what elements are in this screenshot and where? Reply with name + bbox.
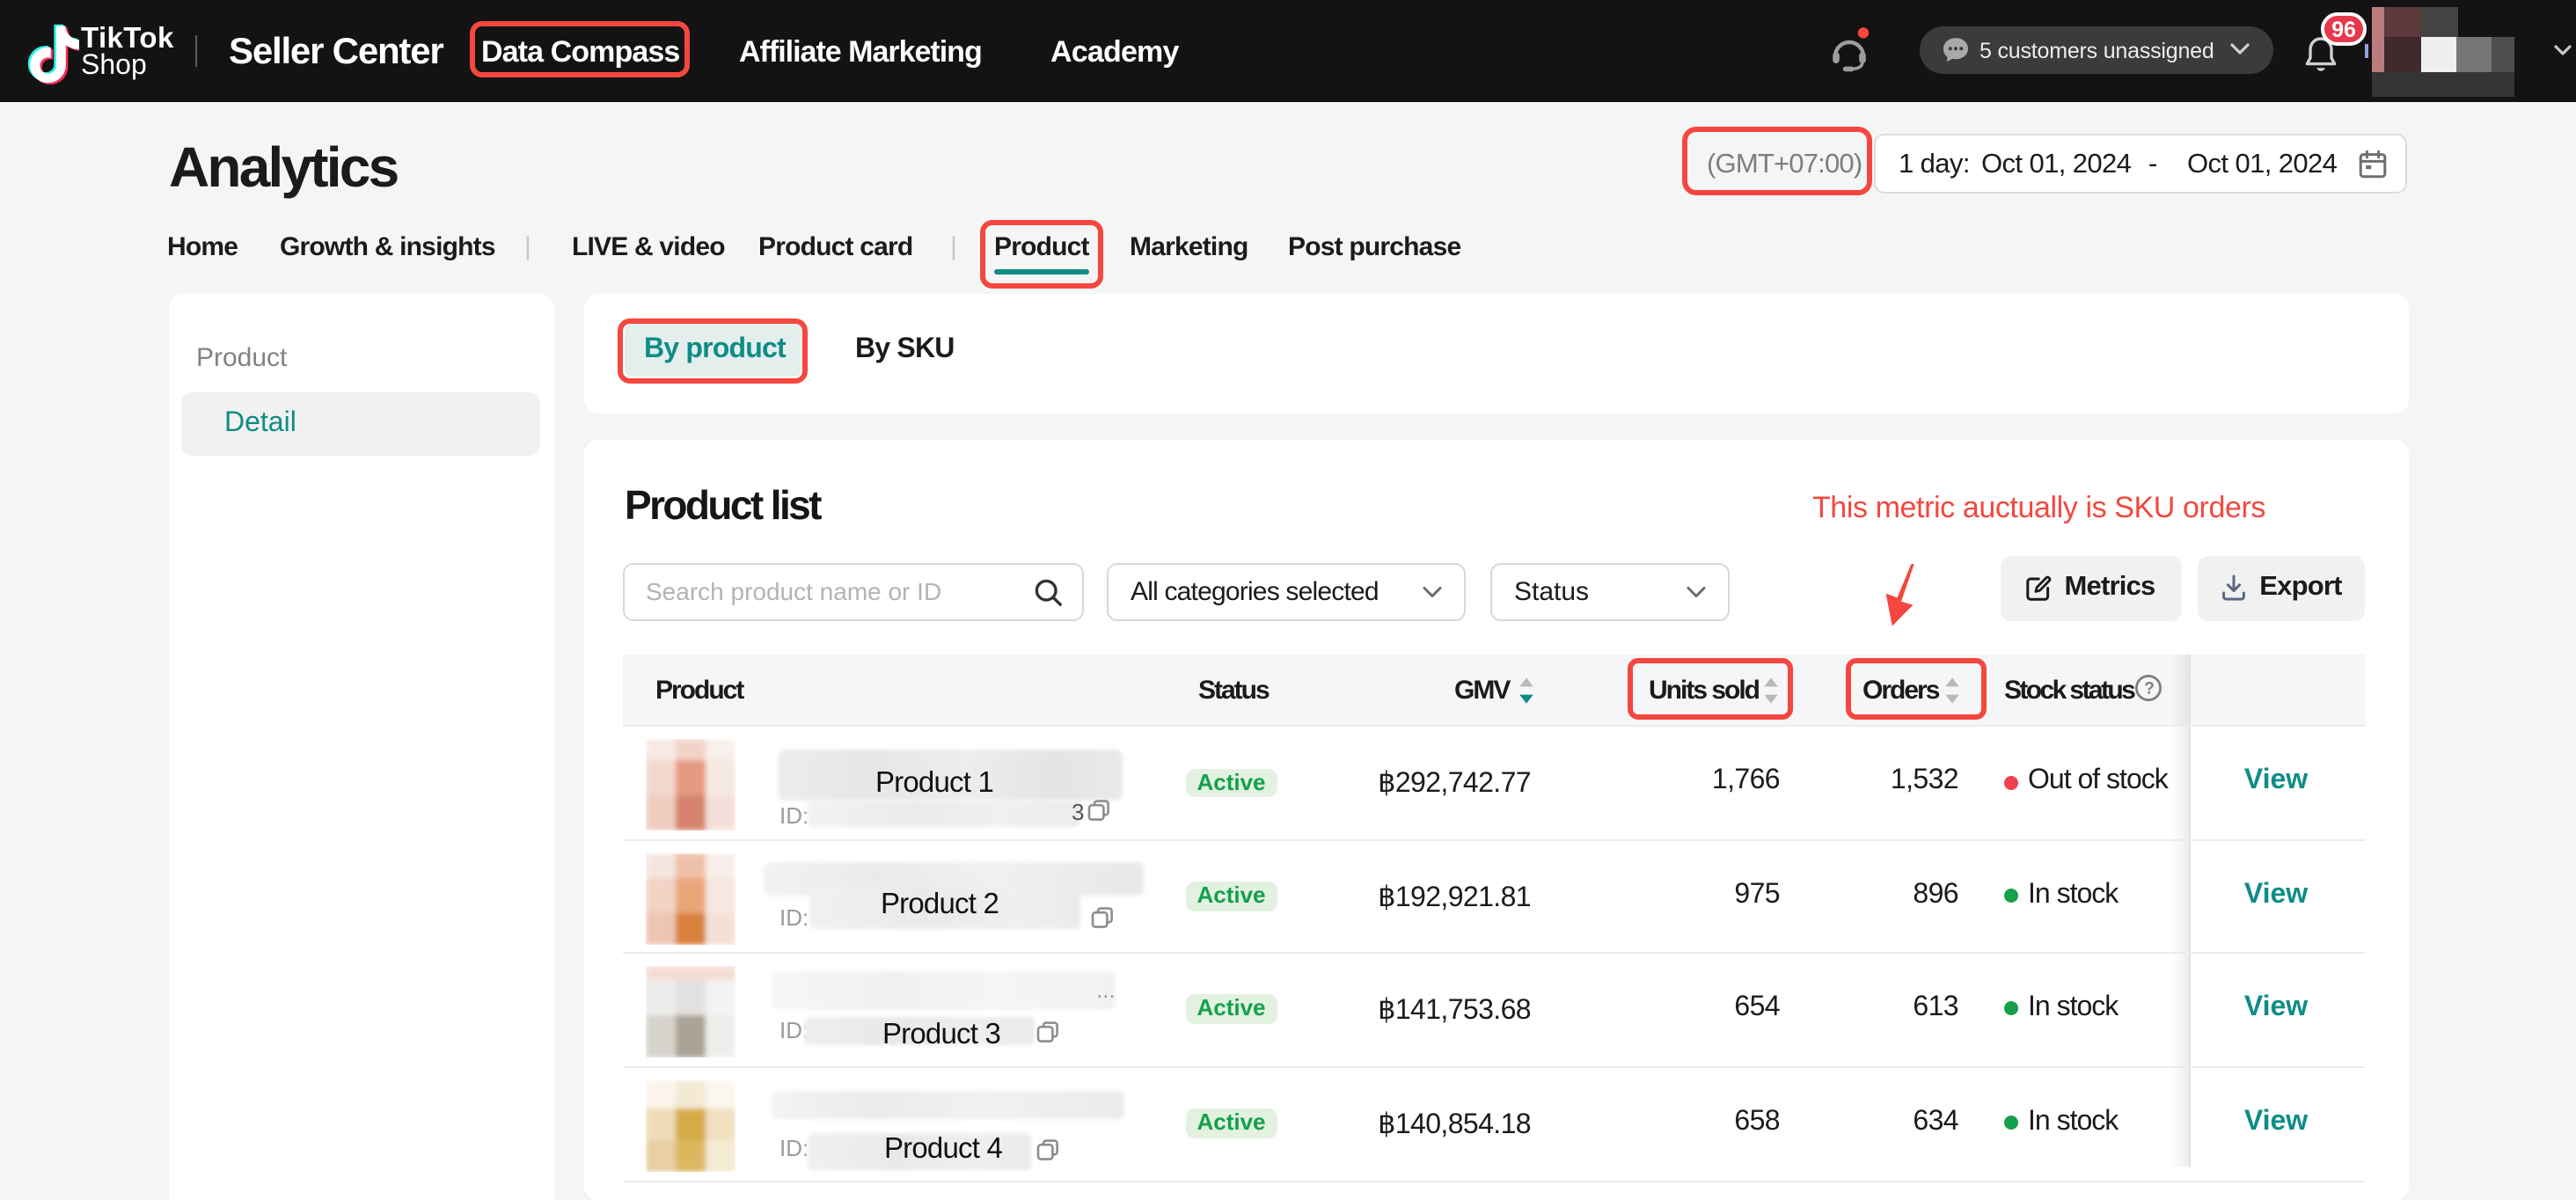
svg-text:?: ? bbox=[2144, 680, 2154, 699]
